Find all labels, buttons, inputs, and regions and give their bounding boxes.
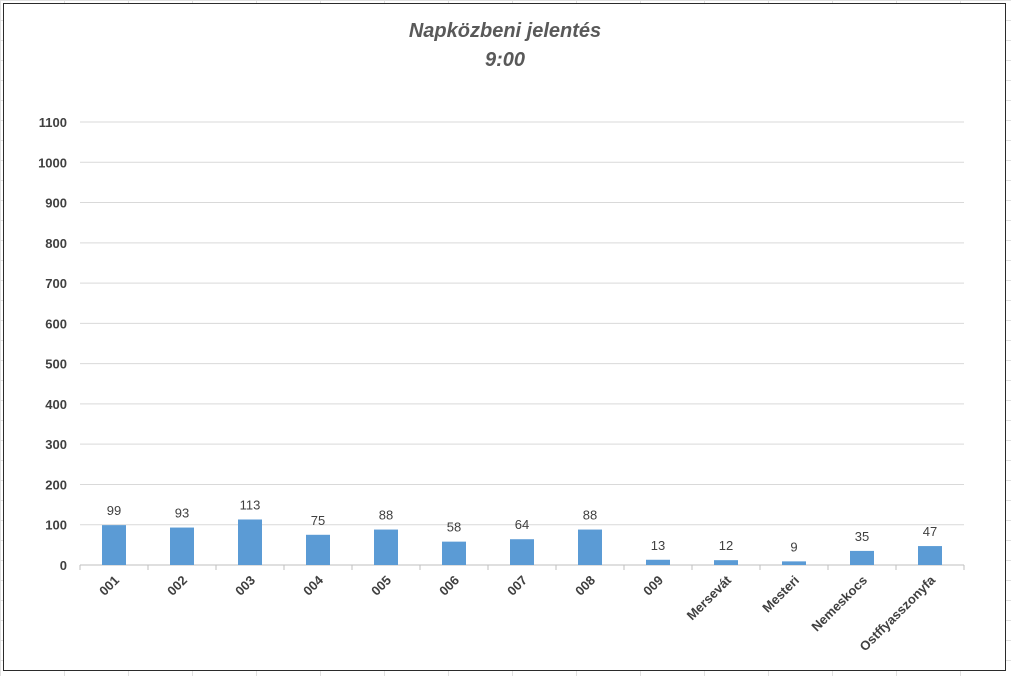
bar[interactable]	[374, 529, 398, 565]
bar[interactable]	[102, 525, 126, 565]
y-tick-label: 100	[45, 518, 67, 533]
x-tick-label: 001	[96, 573, 122, 599]
x-tick-label: 006	[436, 573, 462, 599]
y-tick-label: 300	[45, 437, 67, 452]
data-label: 35	[855, 529, 869, 544]
x-axis-ticks: 001 002 003 004 005 006 007 008 009 Mersevát Meste…	[79, 565, 965, 654]
bar[interactable]	[918, 546, 942, 565]
bar-chart: Napközbeni jelentés 9:00 0 100 200 300 400 50…	[38, 20, 965, 654]
y-tick-label: 500	[45, 357, 67, 372]
x-tick-label: Mesteri	[759, 573, 802, 616]
data-label: 113	[240, 497, 261, 512]
y-tick-label: 200	[45, 477, 67, 492]
bar[interactable]	[782, 561, 806, 565]
chart-frame[interactable]: Napközbeni jelentés 9:00 0 100 200 300 400 50…	[3, 3, 1006, 671]
data-label: 47	[923, 524, 937, 539]
bars	[102, 519, 942, 565]
x-tick-label: 007	[504, 573, 530, 599]
y-tick-label: 700	[45, 276, 67, 291]
y-tick-label: 400	[45, 397, 67, 412]
gridlines	[80, 121, 964, 566]
bar[interactable]	[306, 534, 330, 565]
x-tick-label: 005	[368, 573, 394, 599]
data-label: 88	[583, 508, 597, 523]
chart-subtitle: 9:00	[485, 49, 525, 71]
data-label: 12	[719, 538, 733, 553]
x-tick-label: 009	[640, 573, 666, 599]
data-label: 93	[175, 506, 189, 521]
data-label: 64	[515, 517, 529, 532]
bar[interactable]	[646, 559, 670, 565]
y-tick-label: 600	[45, 316, 67, 331]
x-tick-label: Mersevát	[684, 572, 735, 623]
x-tick-label: 003	[232, 573, 258, 599]
data-label: 75	[311, 513, 325, 528]
y-tick-label: 800	[45, 236, 67, 251]
x-tick-label: 004	[300, 572, 326, 598]
bar[interactable]	[442, 541, 466, 565]
bar[interactable]	[714, 560, 738, 565]
data-label: 13	[651, 538, 665, 553]
y-tick-label: 1000	[38, 155, 67, 170]
bar[interactable]	[238, 519, 262, 565]
y-tick-label: 900	[45, 196, 67, 211]
data-labels: 99 93 113 75 88 58 64 88 13 12 9 35 47	[107, 497, 937, 554]
y-tick-label: 1100	[39, 115, 67, 130]
y-axis-ticks: 0 100 200 300 400 500 600 700 800 900 1000 1100	[38, 115, 67, 573]
x-tick-label: Nemeskocs	[808, 573, 870, 635]
data-label: 99	[107, 503, 121, 518]
data-label: 9	[790, 539, 797, 554]
bar[interactable]	[578, 529, 602, 565]
data-label: 58	[447, 520, 461, 535]
chart-title: Napközbeni jelentés	[409, 20, 601, 42]
bar[interactable]	[510, 539, 534, 565]
data-label: 88	[379, 508, 393, 523]
bar[interactable]	[850, 550, 874, 565]
x-tick-label: 002	[164, 573, 190, 599]
y-tick-label: 0	[60, 558, 67, 573]
x-tick-label: 008	[572, 573, 598, 599]
bar[interactable]	[170, 527, 194, 565]
